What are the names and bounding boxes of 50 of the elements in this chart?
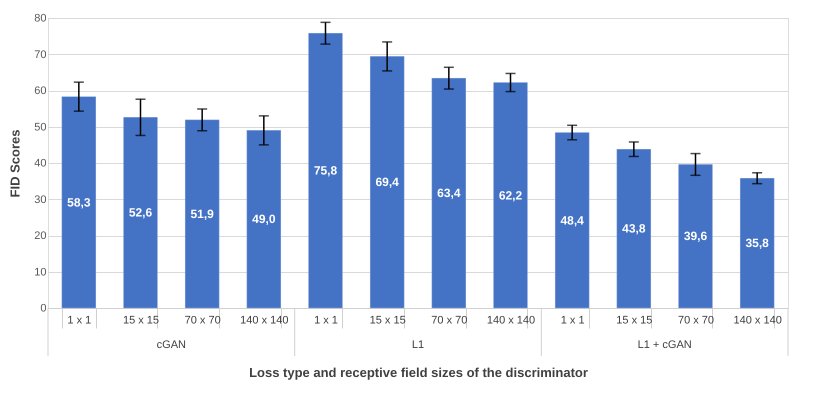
data-label: 52,6 (128, 206, 152, 220)
y-tick-label: 10 (34, 266, 46, 278)
x-tick-label: 1 x 1 (560, 314, 585, 326)
y-tick-label: 50 (34, 121, 46, 134)
data-label: 43,8 (622, 222, 646, 236)
bar (184, 120, 220, 308)
x-tick-label: 15 x 15 (616, 314, 652, 326)
data-label: 39,6 (684, 229, 708, 244)
x-tick-label: 15 x 15 (370, 314, 406, 326)
bar (246, 130, 282, 308)
bar (370, 56, 404, 308)
x-tick-label: 1 x 1 (67, 314, 92, 326)
x-tick-label: 140 x 140 (240, 314, 288, 326)
bar (493, 82, 528, 308)
x-tick-label: 70 x 70 (184, 314, 221, 326)
bar (554, 132, 590, 308)
x-tick-label: 70 x 70 (678, 314, 714, 326)
data-label: 51,9 (190, 206, 214, 221)
data-label: 35,8 (745, 236, 770, 250)
bar (62, 96, 96, 308)
x-tick-label: 1 x 1 (314, 314, 338, 326)
y-tick-label: 60 (34, 85, 46, 97)
data-label: 69,4 (375, 175, 400, 190)
bar (432, 78, 466, 308)
text: L1 (412, 339, 424, 351)
y-tick-label: 70 (34, 48, 46, 61)
y-tick-label: 0 (40, 302, 46, 314)
x-tick-label: 15 x 15 (122, 314, 160, 326)
data-label: 62,2 (498, 188, 522, 202)
y-tick-label: 20 (34, 230, 46, 242)
text: L1 + cGAN (638, 339, 692, 351)
data-label: 63,4 (437, 186, 461, 200)
y-tick-label: 30 (34, 194, 46, 206)
x-tick-label: 140 x 140 (734, 314, 782, 326)
data-label: 48,4 (560, 213, 584, 228)
y-tick-label: 40 (34, 158, 46, 170)
data-label: 58,3 (67, 195, 91, 210)
data-label: 49,0 (252, 212, 276, 226)
data-label: 75,8 (314, 164, 338, 178)
text: cGAN (156, 339, 186, 351)
bar (308, 32, 343, 308)
bar (678, 164, 713, 308)
y-tick-label: 80 (34, 12, 46, 24)
bar (123, 117, 158, 308)
x-tick-label: 70 x 70 (431, 314, 468, 326)
y-axis-title: FID Scores (7, 130, 22, 198)
x-axis-title: Loss type and receptive field sizes of the discriminator (249, 365, 588, 380)
x-tick-label: 140 x 140 (486, 314, 536, 326)
bar (616, 148, 652, 308)
bar (740, 178, 774, 308)
